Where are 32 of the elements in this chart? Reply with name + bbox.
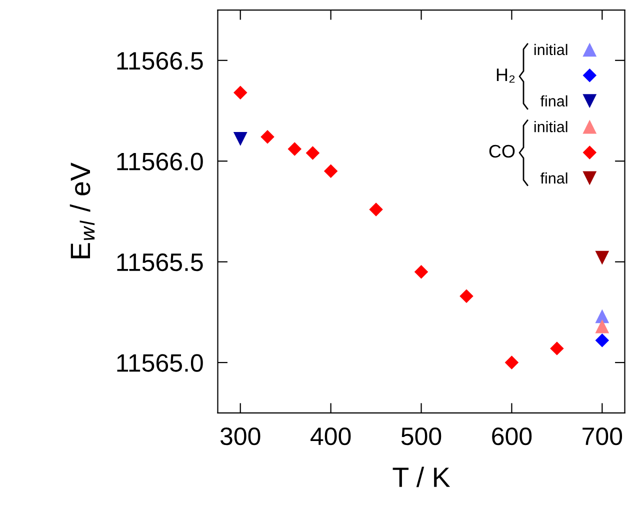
x-tick-label: 600 (492, 427, 532, 446)
point (260, 130, 274, 144)
x-tick-label: 500 (401, 427, 442, 446)
x-tick-label: 700 (582, 427, 622, 446)
point (306, 146, 320, 160)
annotation: CO (489, 144, 515, 158)
point (550, 342, 564, 356)
x-tick-label: 400 (310, 427, 351, 446)
legend-label: initial (534, 44, 568, 56)
point (595, 319, 610, 334)
y-tick-label: 11565.0 (117, 354, 203, 372)
legend-label: initial (534, 121, 568, 132)
x-axis-title: T / K (392, 466, 450, 488)
point (414, 265, 428, 279)
point (324, 164, 338, 178)
point (369, 202, 383, 216)
point (233, 132, 248, 146)
legend-label: final (540, 95, 568, 107)
y-tick-label: 11565.5 (117, 253, 203, 272)
y-tick-label: 11566.5 (117, 52, 203, 70)
point (288, 142, 302, 156)
legend-label: final (540, 172, 568, 184)
annotation: H₂ (496, 68, 515, 83)
x-tick-label: 300 (220, 427, 260, 446)
point (460, 289, 474, 303)
point (595, 309, 610, 324)
point (595, 250, 610, 265)
y-tick-label: 11566.0 (117, 152, 203, 170)
y-axis-title: E$_{wl}$ / eV (70, 162, 95, 258)
point (504, 356, 519, 370)
point (233, 86, 248, 100)
point (595, 334, 610, 348)
